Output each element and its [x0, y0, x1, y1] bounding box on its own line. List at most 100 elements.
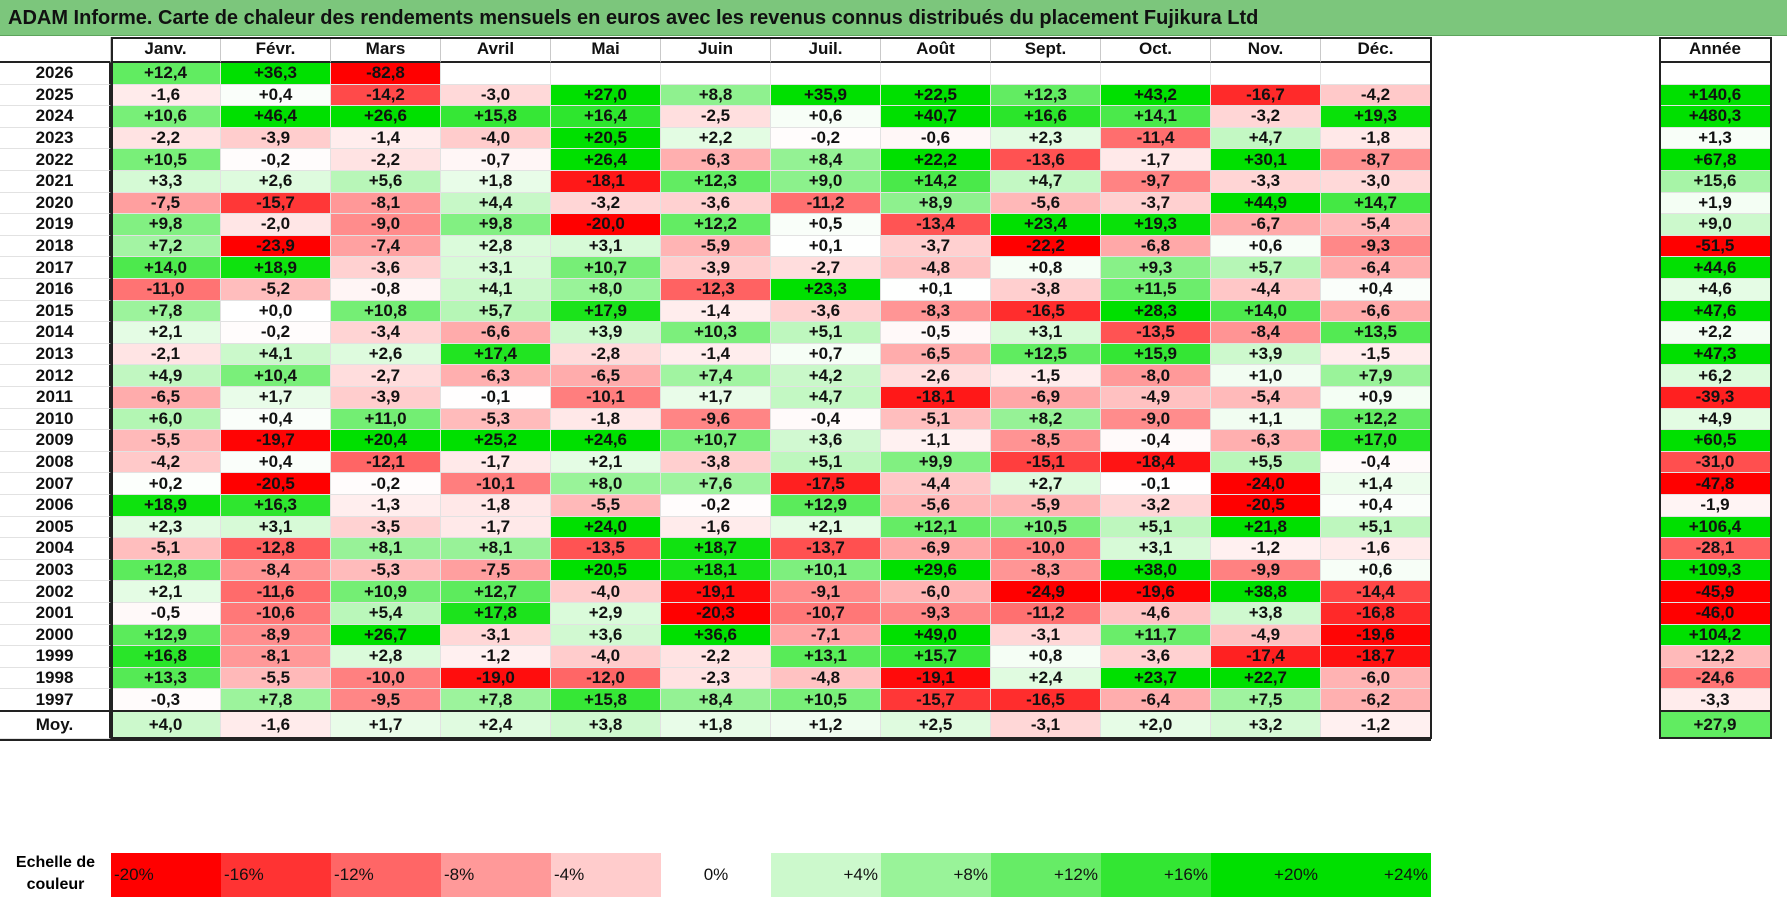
heatmap-cell: -0,4 — [1321, 451, 1431, 474]
heatmap-cell: +12,8 — [111, 559, 221, 582]
heatmap-cell: +5,5 — [1211, 451, 1321, 474]
heatmap-cell: -16,8 — [1321, 603, 1431, 625]
color-scale-swatch: -16% — [221, 853, 331, 897]
year-label: 2010 — [0, 408, 111, 431]
heatmap-cell: -5,1 — [881, 408, 991, 431]
heatmap-cell: +7,4 — [661, 365, 771, 387]
heatmap-cell: +5,6 — [331, 171, 441, 193]
heatmap-cell: -19,6 — [1101, 581, 1211, 603]
column-header: Déc. — [1321, 37, 1431, 63]
heatmap-cell: +20,5 — [551, 127, 661, 150]
heatmap-cell: -10,1 — [551, 387, 661, 409]
heatmap-cell: +5,1 — [1101, 516, 1211, 539]
annual-cell: -47,8 — [1659, 473, 1772, 495]
heatmap-cell: +3,1 — [1101, 538, 1211, 560]
annual-cell: +104,2 — [1659, 624, 1772, 647]
heatmap-cell: -10,0 — [331, 667, 441, 690]
heatmap-cell: -6,5 — [881, 343, 991, 366]
year-label: 2023 — [0, 127, 111, 150]
heatmap-cell: +11,7 — [1101, 624, 1211, 647]
heatmap-cell — [991, 63, 1101, 85]
year-label: 2005 — [0, 516, 111, 539]
heatmap-cell: +12,9 — [111, 624, 221, 647]
heatmap-cell: -0,4 — [771, 408, 881, 431]
column-header: Juin — [661, 37, 771, 63]
heatmap-cell — [771, 63, 881, 85]
heatmap-cell: -15,1 — [991, 451, 1101, 474]
annual-cell: +1,9 — [1659, 192, 1772, 215]
annual-average-separator — [1659, 710, 1772, 712]
heatmap-cell: +5,7 — [441, 300, 551, 323]
heatmap-cell: -8,1 — [331, 192, 441, 215]
heatmap-cell: -0,3 — [111, 689, 221, 711]
annual-cell: +2,2 — [1659, 322, 1772, 344]
year-label: 2015 — [0, 300, 111, 323]
heatmap-cell: -17,4 — [1211, 646, 1321, 668]
heatmap-cell: +0,6 — [1211, 235, 1321, 258]
heatmap-cell: +0,4 — [1321, 495, 1431, 517]
heatmap-cell: -5,6 — [991, 192, 1101, 215]
heatmap-cell: -2,6 — [881, 365, 991, 387]
heatmap-cell: -1,4 — [661, 343, 771, 366]
heatmap-cell: +38,0 — [1101, 559, 1211, 582]
heatmap-cell: +4,4 — [441, 192, 551, 215]
annual-cell: -24,6 — [1659, 667, 1772, 690]
heatmap-cell: -3,3 — [1211, 171, 1321, 193]
heatmap-cell: +43,2 — [1101, 84, 1211, 107]
heatmap-cell: -2,0 — [221, 214, 331, 236]
heatmap-cell: +0,4 — [221, 451, 331, 474]
heatmap-cell: -12,0 — [551, 667, 661, 690]
heatmap-cell: +49,0 — [881, 624, 991, 647]
heatmap-cell: -5,5 — [111, 430, 221, 452]
heatmap-cell: +2,1 — [551, 451, 661, 474]
heatmap-cell: +18,9 — [111, 495, 221, 517]
heatmap-cell: +15,8 — [441, 106, 551, 128]
heatmap-cell: +3,9 — [1211, 343, 1321, 366]
heatmap-cell: -9,3 — [881, 603, 991, 625]
heatmap-cell: -4,4 — [881, 473, 991, 495]
heatmap-cell: -1,1 — [881, 430, 991, 452]
heatmap-cell: -0,2 — [661, 495, 771, 517]
heatmap-cell: +23,7 — [1101, 667, 1211, 690]
heatmap-cell: +5,7 — [1211, 257, 1321, 279]
heatmap-cell: -11,0 — [111, 279, 221, 301]
heatmap-cell: -8,4 — [1211, 322, 1321, 344]
average-cell: -1,6 — [221, 712, 331, 739]
annual-cell: +106,4 — [1659, 516, 1772, 539]
heatmap-cell: +2,3 — [991, 127, 1101, 150]
heatmap-cell: -6,4 — [1101, 689, 1211, 711]
heatmap-cell: -5,9 — [991, 495, 1101, 517]
color-scale-swatch: -4% — [551, 853, 661, 897]
heatmap-cell: +22,5 — [881, 84, 991, 107]
heatmap-cell: -14,2 — [331, 84, 441, 107]
heatmap-cell: -3,1 — [441, 624, 551, 647]
heatmap-cell: +5,1 — [771, 451, 881, 474]
heatmap-cell: +0,6 — [771, 106, 881, 128]
heatmap-cell: -15,7 — [221, 192, 331, 215]
title-bar: ADAM Informe. Carte de chaleur des rende… — [0, 0, 1787, 36]
heatmap-cell: -12,8 — [221, 538, 331, 560]
heatmap-cell: -6,3 — [1211, 430, 1321, 452]
heatmap-cell: -11,2 — [991, 603, 1101, 625]
heatmap-cell: +10,7 — [551, 257, 661, 279]
heatmap-cell: -8,5 — [991, 430, 1101, 452]
heatmap-cell: -2,7 — [771, 257, 881, 279]
heatmap-cell: -3,9 — [661, 257, 771, 279]
heatmap-cell: +20,5 — [551, 559, 661, 582]
annual-cell: -1,9 — [1659, 495, 1772, 517]
heatmap-cell: -1,8 — [1321, 127, 1431, 150]
heatmap-cell: -13,7 — [771, 538, 881, 560]
heatmap-cell: +1,7 — [221, 387, 331, 409]
heatmap-cell: -1,3 — [331, 495, 441, 517]
heatmap-cell: +12,2 — [1321, 408, 1431, 431]
heatmap-cell: +15,7 — [881, 646, 991, 668]
heatmap-cell: +5,1 — [771, 322, 881, 344]
annual-cell: -31,0 — [1659, 451, 1772, 474]
heatmap-cell: -6,0 — [1321, 667, 1431, 690]
heatmap-cell: +11,5 — [1101, 279, 1211, 301]
heatmap-cell: +36,6 — [661, 624, 771, 647]
heatmap-cell: +0,1 — [881, 279, 991, 301]
heatmap-cell — [1211, 63, 1321, 85]
year-label: 2020 — [0, 192, 111, 215]
heatmap-cell: -2,8 — [551, 343, 661, 366]
